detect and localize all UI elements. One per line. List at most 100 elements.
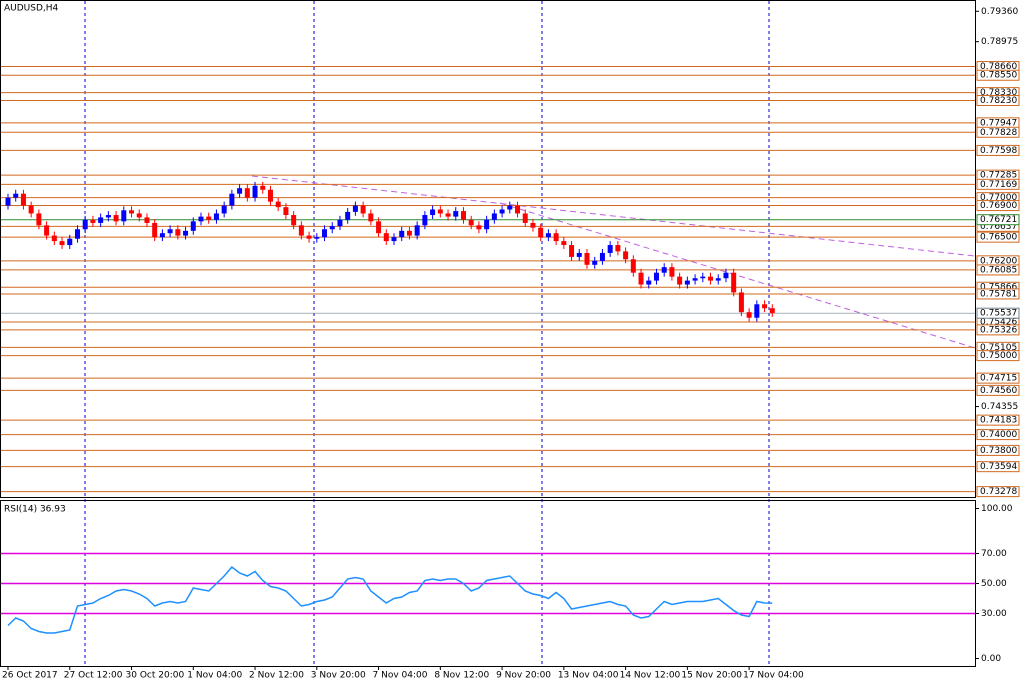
level-line-label: 0.78330: [980, 88, 1017, 98]
candle-body: [252, 185, 258, 198]
level-line-label: 0.73278: [980, 487, 1017, 497]
level-line-label: 0.75000: [980, 351, 1017, 361]
day-separators: [84, 1, 770, 666]
candle-body: [213, 213, 219, 220]
candle-body: [105, 215, 111, 218]
candle-body: [113, 215, 119, 222]
level-line-label: 0.77598: [980, 146, 1017, 156]
candle-body: [414, 225, 420, 236]
candle-body: [322, 229, 328, 238]
candle-body: [406, 230, 412, 236]
x-tick-label: 3 Nov 20:00: [311, 671, 366, 681]
level-line-box: [976, 444, 1020, 456]
level-line-label: 0.78230: [980, 96, 1017, 106]
candle-body: [630, 259, 636, 273]
level-line-label: 0.77169: [980, 180, 1017, 190]
candle-body: [391, 237, 397, 242]
y-tick-label: 0.78975: [981, 37, 1018, 47]
candle-body: [82, 219, 88, 230]
level-line-label: 0.77000: [980, 193, 1017, 203]
candle-body: [260, 185, 266, 190]
candle-body: [731, 272, 737, 293]
y-tick-label: 100.00: [981, 504, 1013, 514]
level-line-label: 0.75105: [980, 343, 1017, 353]
candle-body: [67, 238, 73, 246]
candle-body: [522, 213, 528, 223]
candle-body: [507, 205, 513, 210]
candle-body: [692, 278, 698, 281]
candle-body: [51, 235, 57, 242]
candle-body: [221, 205, 227, 214]
trendlines: [251, 175, 976, 349]
trendline: [499, 202, 976, 349]
level-line-box: [976, 461, 1020, 473]
candle-body: [152, 222, 158, 238]
candle-body: [275, 201, 281, 208]
candle-body: [159, 233, 165, 238]
candle-body: [298, 225, 304, 236]
candle-body: [175, 229, 181, 236]
level-line-box: [976, 372, 1020, 384]
x-tick-label: 26 Oct 2017: [2, 671, 58, 681]
level-line-box: [976, 126, 1020, 138]
level-line-label: 0.76900: [980, 201, 1017, 211]
level-line-box: [976, 69, 1020, 81]
candle-body: [468, 219, 474, 226]
level-line-box: [976, 200, 1020, 212]
candle-body: [329, 226, 335, 230]
candle-body: [121, 210, 127, 222]
candle-body: [569, 245, 575, 257]
x-tick-label: 8 Nov 12:00: [434, 671, 489, 681]
candle-body: [684, 280, 690, 285]
y-tick-label: 30.00: [981, 609, 1007, 619]
candle-body: [352, 205, 358, 212]
candle-body: [383, 233, 389, 242]
candle-body: [484, 219, 490, 230]
candle-body: [267, 189, 273, 202]
x-tick-label: 30 Oct 20:00: [126, 671, 185, 681]
level-line-box: [976, 324, 1020, 336]
candle-body: [646, 280, 652, 285]
candle-body: [314, 237, 320, 239]
candle-body: [59, 241, 65, 246]
candle-body: [723, 272, 729, 279]
candle-body: [653, 272, 659, 281]
candle-body: [306, 235, 312, 239]
candle-body: [345, 211, 351, 220]
candle-body: [538, 227, 544, 238]
candle-body: [167, 229, 173, 234]
candle-body: [584, 252, 590, 265]
candle-body: [144, 217, 150, 223]
level-line-box: [976, 384, 1020, 396]
candle-body: [206, 216, 212, 220]
candle-body: [430, 209, 436, 216]
level-line-label: 0.78660: [980, 62, 1017, 72]
level-line-label: 0.78550: [980, 71, 1017, 81]
support-line-label: 0.76721: [980, 215, 1017, 225]
candle-body: [337, 219, 343, 227]
candle-body: [291, 215, 297, 226]
level-line-box: [976, 350, 1020, 362]
candle-body: [129, 210, 135, 214]
candle-body: [5, 197, 11, 206]
x-tick-label: 1 Nov 04:00: [187, 671, 242, 681]
level-line-label: 0.76200: [980, 256, 1017, 266]
candle-body: [476, 225, 482, 230]
candle-body: [283, 207, 289, 216]
candle-body: [453, 211, 459, 217]
candle-body: [437, 209, 443, 214]
candle-body: [36, 213, 42, 226]
current-price-line-label: 0.75537: [980, 309, 1017, 319]
candle-body: [623, 251, 629, 260]
candle-body: [244, 188, 250, 198]
x-tick-label: 7 Nov 04:00: [373, 671, 428, 681]
level-line-box: [976, 288, 1020, 300]
candle-body: [237, 188, 243, 194]
candle-body: [198, 216, 204, 222]
level-line-label: 0.77285: [980, 171, 1017, 181]
candle-body: [700, 276, 706, 279]
candle-body: [74, 229, 80, 239]
candle-body: [754, 304, 760, 318]
candle-body: [638, 272, 644, 285]
